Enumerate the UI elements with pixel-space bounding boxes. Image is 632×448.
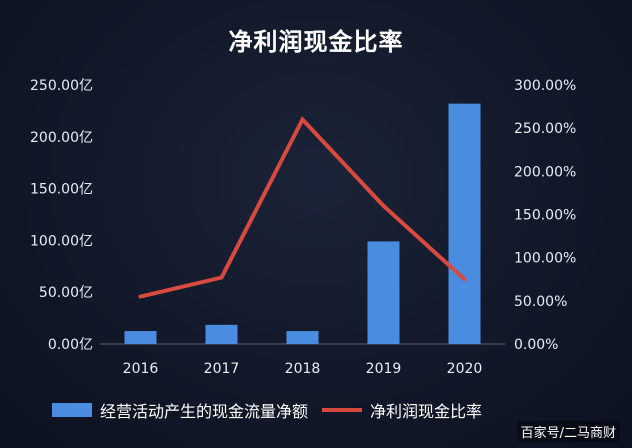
legend-line-swatch	[322, 408, 363, 412]
bar-2018	[286, 331, 319, 344]
y-left-tick-label: 200.00亿	[30, 130, 93, 146]
y-right-tick-label: 150.00%	[514, 208, 576, 224]
legend-bar-label: 经营活动产生的现金流量净额	[100, 402, 309, 421]
line-point-2016	[140, 296, 141, 298]
x-tick-label: 2018	[285, 361, 321, 377]
line-point-2020	[464, 278, 465, 280]
watermark: 百家号/二马商财	[516, 421, 620, 442]
y-right-tick-label: 0.00%	[514, 337, 558, 353]
x-tick-label: 2020	[447, 361, 483, 377]
bar-2020	[448, 103, 481, 344]
y-right-tick-label: 50.00%	[514, 294, 567, 310]
y-left-tick-label: 150.00亿	[30, 182, 93, 198]
y-right-tick-label: 200.00%	[514, 164, 576, 180]
line-point-2017	[221, 277, 222, 279]
legend-item-line: 净利润现金比率	[322, 398, 482, 422]
bar-2019	[367, 241, 400, 344]
line-point-2019	[383, 205, 384, 207]
y-left-tick-label: 250.00亿	[30, 78, 93, 94]
y-right-tick-label: 100.00%	[514, 251, 576, 267]
y-left-tick-label: 100.00亿	[30, 233, 93, 249]
legend-line-label: 净利润现金比率	[370, 402, 483, 421]
x-tick-label: 2016	[123, 361, 159, 377]
y-right-tick-label: 300.00%	[514, 78, 576, 94]
line-point-2018	[302, 119, 303, 121]
y-right-tick-label: 250.00%	[514, 121, 576, 137]
legend-bar-swatch	[52, 403, 92, 417]
line-series-net-profit-cash-ratio	[138, 116, 467, 299]
bar-2017	[205, 324, 238, 344]
y-left-tick-label: 0.00亿	[48, 337, 93, 353]
chart-legend: 经营活动产生的现金流量净额 净利润现金比率	[52, 398, 612, 422]
x-tick-label: 2019	[366, 361, 402, 377]
x-tick-label: 2017	[204, 361, 240, 377]
chart-title: 净利润现金比率	[228, 28, 404, 56]
y-left-tick-label: 50.00亿	[39, 285, 93, 301]
legend-item-bar: 经营活动产生的现金流量净额	[52, 398, 308, 422]
bar-2016	[124, 331, 157, 344]
